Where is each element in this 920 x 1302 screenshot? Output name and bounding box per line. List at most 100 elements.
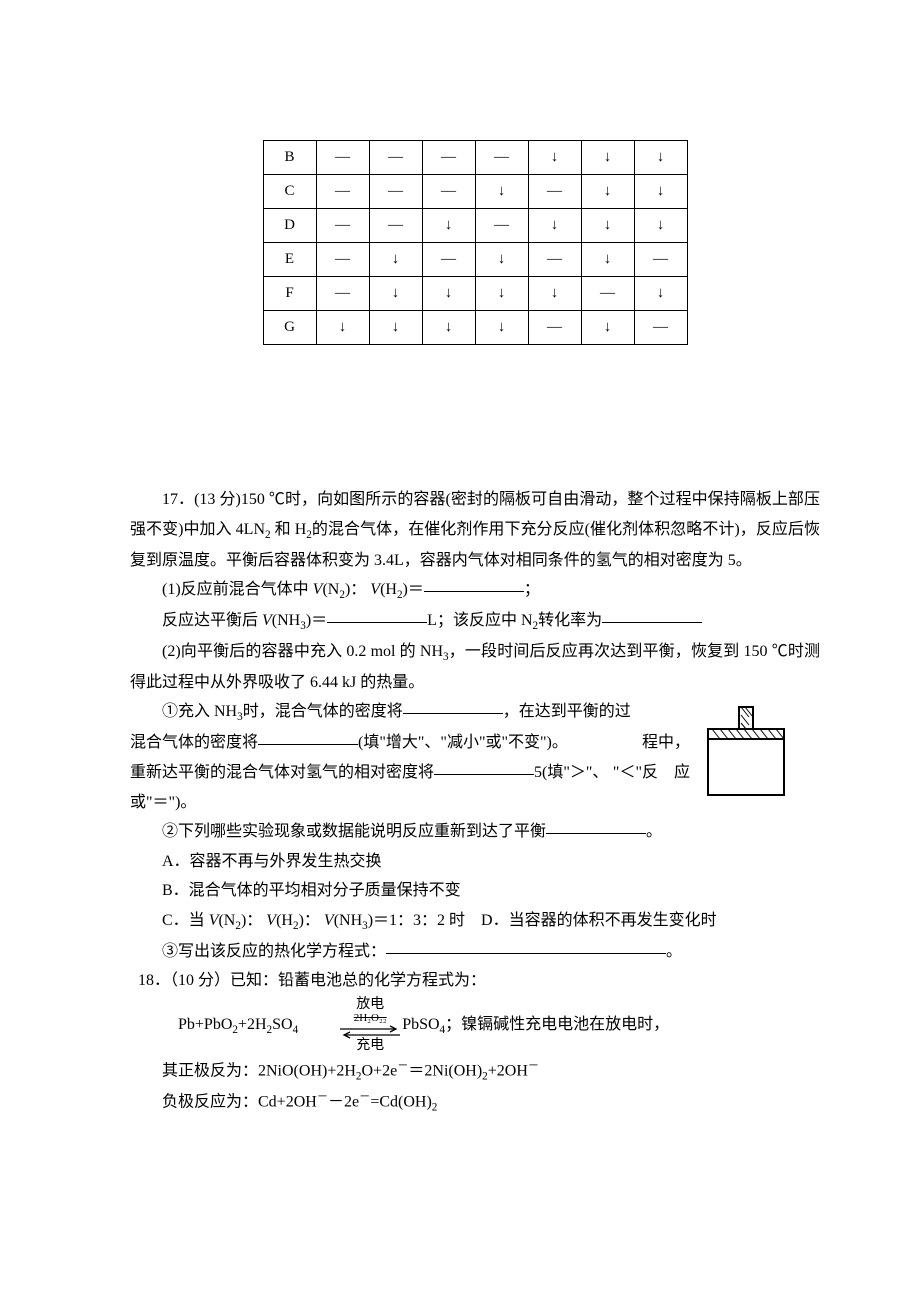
text: 。 [666, 943, 682, 960]
text-right: 程中， [610, 728, 690, 758]
row-label: E [263, 243, 316, 277]
text: 重新达平衡的混合气体对氢气的相对密度将 [130, 764, 434, 781]
text: ③写出该反应的热化学方程式： [162, 943, 386, 960]
eq-left: Pb+PbO2+2H2SO4 [178, 1010, 298, 1041]
cell: — [634, 311, 687, 345]
discharge-label: 放电 [356, 998, 384, 1013]
text: 。 [646, 823, 662, 840]
row-label: C [263, 175, 316, 209]
text: ＝2Ni(OH) [408, 1062, 482, 1079]
text: 其正极反为：2NiO(OH)+2H [162, 1062, 356, 1079]
cell: — [475, 209, 528, 243]
q17-2-2: ②下列哪些实验现象或数据能说明反应重新到达了平衡 。 [130, 817, 820, 847]
cell: ↓ [528, 277, 581, 311]
text: 和 H [271, 521, 307, 538]
cell: — [316, 277, 369, 311]
cell: — [422, 141, 475, 175]
text: 时，混合气体的密度将 [243, 703, 403, 720]
text: C．当 [162, 912, 209, 929]
blank-input[interactable] [403, 697, 503, 714]
eq-mid-strike: 2H₂O₂₂ [354, 1013, 387, 1025]
text: 转化率为 [538, 612, 602, 629]
cell: ↓ [581, 243, 634, 277]
cell: — [581, 277, 634, 311]
cell: — [316, 209, 369, 243]
text: +2OH [488, 1062, 528, 1079]
cell: — [528, 243, 581, 277]
q18-positive: 其正极反为：2NiO(OH)+2H2O+2e－＝2Ni(OH)2+2OH－ [130, 1056, 820, 1087]
cell: ↓ [475, 175, 528, 209]
text: ＝ [311, 612, 327, 629]
row-label: F [263, 277, 316, 311]
eq-right: PbSO4；镍镉碱性充电电池在放电时， [402, 1010, 669, 1041]
text: ②下列哪些实验现象或数据能说明反应重新到达了平衡 [162, 823, 546, 840]
text-right: 反 应 [642, 758, 690, 788]
container-figure [702, 703, 790, 799]
text: ，在达到平衡的过 [503, 703, 631, 720]
option-b: B．混合气体的平均相对分子质量保持不变 [130, 876, 820, 906]
text-right: "＜" [613, 758, 642, 788]
text: =Cd(OH) [370, 1093, 431, 1110]
cell: ↓ [634, 141, 687, 175]
cell: — [369, 141, 422, 175]
cell: ↓ [475, 311, 528, 345]
cell: — [369, 175, 422, 209]
cell: ↓ [369, 311, 422, 345]
blank-input[interactable] [434, 758, 534, 775]
text: ①充入 NH [162, 703, 237, 720]
text: (1)反应前混合气体中 [162, 581, 313, 598]
cell: — [316, 243, 369, 277]
precipitate-table: B————↓↓↓C———↓—↓↓D——↓—↓↓↓E—↓—↓—↓—F—↓↓↓↓—↓… [263, 140, 688, 345]
cell: ↓ [369, 277, 422, 311]
cell: ↓ [528, 141, 581, 175]
cell: ↓ [581, 175, 634, 209]
cell: ↓ [475, 243, 528, 277]
q17-1: (1)反应前混合气体中 V(N2)： V(H2)＝； [130, 575, 820, 606]
text: 混合气体的密度将 [130, 734, 258, 751]
blank-input[interactable] [258, 728, 358, 745]
cell: ↓ [581, 141, 634, 175]
cell: — [528, 311, 581, 345]
cell: — [528, 175, 581, 209]
cell: — [475, 141, 528, 175]
cell: ↓ [475, 277, 528, 311]
blank-input[interactable] [327, 606, 427, 623]
cell: ↓ [422, 277, 475, 311]
cell: ↓ [316, 311, 369, 345]
cell: — [369, 209, 422, 243]
cell: ↓ [422, 311, 475, 345]
q18-equation: Pb+PbO2+2H2SO4 放电 2H₂O₂₂ 充电 PbSO4；镍镉碱性充电… [178, 998, 820, 1054]
text: 5(填"＞"、 [534, 764, 608, 781]
cell: ↓ [634, 175, 687, 209]
text: 反应达平衡后 [162, 612, 262, 629]
cell: ↓ [422, 209, 475, 243]
q18-lead: 18．（10 分）已知：铅蓄电池总的化学方程式为： [130, 966, 820, 996]
text: O+2e [362, 1062, 398, 1079]
text: ； [524, 581, 540, 598]
cell: — [316, 141, 369, 175]
q17-lead: 17．(13 分)150 ℃时，向如图所示的容器(密封的隔板可自由滑动，整个过程… [130, 485, 820, 575]
charge-label: 充电 [356, 1039, 384, 1054]
q18-negative: 负极反应为：Cd+2OH－－2e－=Cd(OH)2 [130, 1087, 820, 1118]
q17-2: (2)向平衡后的容器中充入 0.2 mol 的 NH3，一段时间后反应再次达到平… [130, 637, 820, 698]
text: －2e [328, 1093, 359, 1110]
row-label: G [263, 311, 316, 345]
cell: ↓ [634, 209, 687, 243]
cell: — [422, 243, 475, 277]
text: (2)向平衡后的容器中充入 0.2 mol 的 NH [162, 643, 443, 660]
blank-input[interactable] [386, 937, 666, 954]
blank-input[interactable] [602, 606, 702, 623]
row-label: B [263, 141, 316, 175]
cell: ↓ [369, 243, 422, 277]
cell: ↓ [528, 209, 581, 243]
blank-input[interactable] [424, 575, 524, 592]
blank-input[interactable] [546, 817, 646, 834]
cell: ↓ [581, 311, 634, 345]
text: 负极反应为：Cd+2OH [162, 1093, 317, 1110]
cell: ↓ [634, 277, 687, 311]
text: ＝ [408, 581, 424, 598]
row-label: D [263, 209, 316, 243]
cell: — [316, 175, 369, 209]
text: (填"增大"、"减小"或"不变")。 [358, 734, 568, 751]
q17-1b: 反应达平衡后 V(NH3)＝L；该反应中 N2转化率为 [130, 606, 820, 637]
